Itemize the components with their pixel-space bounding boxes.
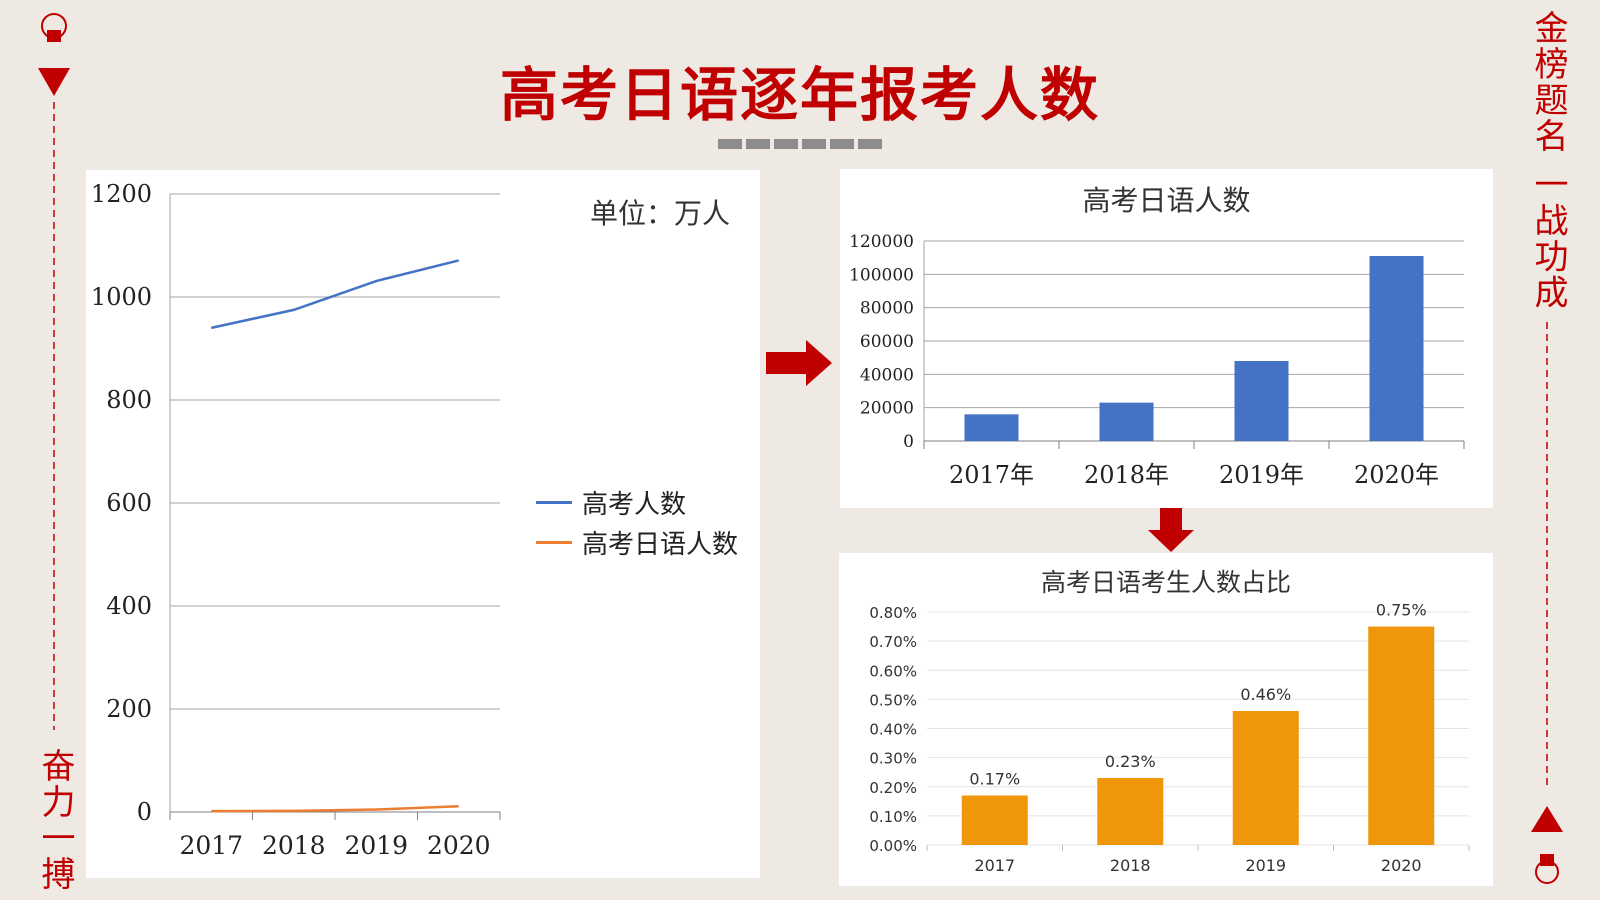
x-tick-label: 2019 — [344, 831, 408, 860]
right-decoration-graphic — [1531, 322, 1563, 884]
side-text-right: 金榜题名 一战功成 — [1528, 10, 1568, 311]
line-chart-panel: 0 200 400 600 800 1000 1200 2017 2018 2019 2020 单位… — [86, 170, 760, 878]
arrow-down-icon — [1148, 508, 1194, 556]
legend-label-japanese: 高考日语人数 — [582, 529, 739, 560]
y-tick-label: 200 — [106, 695, 152, 723]
bar-chart-count: 0 20000 40000 60000 80000 100000 120000 2017年 20… — [849, 232, 1465, 489]
x-tick-label: 2018年 — [1084, 461, 1169, 489]
x-tick-label: 2020 — [1381, 856, 1422, 875]
y-tick-label: 600 — [106, 489, 152, 517]
x-tick-label: 2017 — [974, 856, 1015, 875]
bar-chart-ratio: 0.00% 0.10% 0.20% 0.30% 0.40% 0.50% 0.60% 0.70%… — [869, 601, 1470, 875]
title-divider — [718, 139, 882, 149]
data-label: 0.23% — [1105, 752, 1156, 771]
lightbulb-icon — [41, 13, 67, 42]
data-label: 0.46% — [1240, 685, 1291, 704]
x-tick-label: 2020 — [427, 831, 491, 860]
series-line-gaokao — [210, 259, 460, 330]
triangle-up-icon — [1531, 806, 1563, 832]
arrow-right-icon — [766, 340, 834, 390]
y-tick-label: 0.20% — [869, 779, 917, 797]
y-tick-label: 0.30% — [869, 750, 917, 768]
bar-chart-ratio-title: 高考日语考生人数占比 — [1040, 568, 1291, 597]
y-tick-label: 100000 — [849, 265, 914, 285]
legend-swatch-japanese — [536, 540, 572, 544]
bar — [964, 414, 1019, 441]
y-tick-label: 0.40% — [869, 721, 917, 739]
y-tick-label: 400 — [106, 592, 152, 620]
side-text-left: 奋力一搏 — [35, 748, 75, 892]
y-tick-label: 0.70% — [869, 633, 917, 651]
y-tick-label: 1000 — [91, 283, 152, 311]
lightbulb-icon — [1535, 854, 1559, 884]
data-label: 0.75% — [1376, 601, 1427, 620]
bar — [1099, 402, 1154, 441]
y-tick-label: 0 — [903, 432, 914, 452]
left-decoration-graphic — [38, 13, 70, 730]
bar — [1097, 778, 1164, 845]
x-tick-label: 2019年 — [1219, 461, 1304, 489]
bar — [1234, 361, 1289, 441]
y-tick-label: 0.10% — [869, 808, 917, 826]
x-tick-label: 2017 — [179, 831, 243, 860]
line-chart: 0 200 400 600 800 1000 1200 2017 2018 2019 2020 — [91, 180, 501, 860]
y-tick-label: 0.60% — [869, 662, 917, 680]
bar — [1369, 256, 1424, 441]
y-tick-label: 0.00% — [869, 837, 917, 855]
legend-item-gaokao: 高考人数 — [536, 482, 738, 522]
unit-label: 单位：万人 — [590, 197, 731, 230]
bar — [961, 795, 1028, 845]
y-tick-label: 20000 — [860, 399, 914, 419]
y-tick-label: 1200 — [91, 180, 152, 208]
x-tick-label: 2020年 — [1354, 461, 1439, 489]
bar — [1368, 626, 1435, 845]
legend-item-japanese: 高考日语人数 — [536, 522, 738, 562]
bar-chart-panel-count: 高考日语人数 0 20000 40000 60000 80000 100000 120000… — [840, 169, 1493, 508]
bar-chart-panel-ratio: 高考日语考生人数占比 0.00% 0.10% 0.20% 0.30% 0.40% 0.50… — [839, 553, 1493, 886]
y-tick-label: 80000 — [860, 299, 914, 319]
bar — [1232, 711, 1299, 845]
y-tick-label: 40000 — [860, 365, 914, 385]
x-tick-label: 2019 — [1245, 856, 1286, 875]
legend-swatch-gaokao — [536, 500, 572, 504]
y-tick-label: 800 — [106, 386, 152, 414]
data-label: 0.17% — [969, 769, 1020, 788]
legend-label-gaokao: 高考人数 — [582, 489, 687, 520]
x-tick-label: 2017年 — [949, 461, 1034, 489]
line-legend: 高考人数 高考日语人数 — [536, 482, 738, 562]
page-title: 高考日语逐年报考人数 — [499, 61, 1100, 129]
y-tick-label: 0.80% — [869, 604, 917, 622]
y-tick-label: 60000 — [860, 332, 914, 352]
bar-chart-count-title: 高考日语人数 — [1082, 184, 1251, 217]
left-decoration — [36, 10, 76, 750]
y-tick-label: 120000 — [849, 232, 914, 252]
triangle-down-icon — [38, 68, 70, 96]
y-tick-label: 0.50% — [869, 691, 917, 709]
y-tick-label: 0 — [137, 798, 152, 826]
series-line-japanese — [211, 804, 459, 813]
x-tick-label: 2018 — [262, 831, 326, 860]
right-decoration — [1527, 322, 1567, 892]
x-tick-label: 2018 — [1110, 856, 1151, 875]
